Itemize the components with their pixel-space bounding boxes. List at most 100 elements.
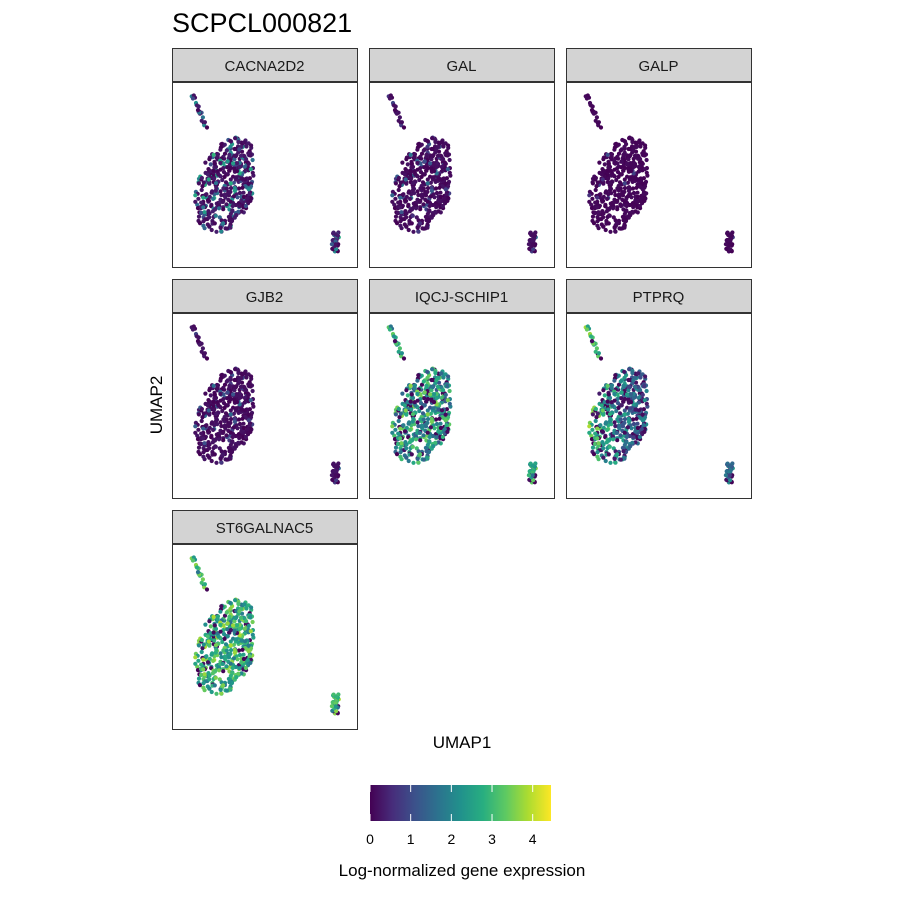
cell-point [432,161,437,166]
cell-point [247,192,252,197]
cell-point [630,209,635,214]
cell-point [612,189,617,194]
cell-point [631,421,637,427]
cell-point [599,403,604,408]
cell-point [237,652,243,658]
cell-point [195,108,201,113]
cell-point [622,199,627,204]
cell-point [447,157,452,163]
cell-point [587,430,592,435]
cell-point [619,396,624,401]
cell-point [430,202,435,208]
cell-point [396,441,401,446]
cell-point [218,622,223,628]
cell-point [236,209,241,214]
cell-point [412,383,417,388]
cell-point [595,436,600,441]
cell-point [200,346,205,351]
cell-point [234,213,239,218]
cell-point [227,168,232,173]
cell-point [224,226,229,231]
cell-point [411,416,416,421]
cell-point [625,161,630,166]
cell-point [242,140,247,145]
cell-point [598,356,604,361]
cell-point [419,174,424,179]
cell-point [636,164,641,169]
cell-point [199,418,204,424]
cell-point [211,630,216,635]
cell-point [228,442,233,447]
cell-point [436,176,441,181]
cell-point [630,370,635,376]
cell-point [416,373,421,378]
cell-point [642,153,647,158]
cell-point [728,463,733,468]
cell-point [445,398,450,403]
cell-point [226,655,232,660]
cell-point [595,219,600,224]
cell-point [424,455,429,460]
cell-point [205,403,210,408]
strip-background [566,279,752,313]
cell-point [403,177,408,182]
cell-point [238,153,244,158]
cell-point [209,458,214,464]
cell-point [605,383,610,388]
cell-point [398,219,403,224]
cell-point [247,654,252,659]
cell-point [205,634,210,639]
cell-point [212,176,217,181]
cell-point [425,144,430,149]
cell-point [440,203,445,209]
cell-point [626,419,632,424]
cell-point [415,225,420,230]
cell-point [601,425,606,430]
cell-point [412,152,417,157]
cell-point [190,327,195,332]
cell-point [425,177,430,182]
cell-point [250,632,255,637]
cell-point [238,615,244,620]
cell-point [210,209,215,214]
cell-point [204,125,210,130]
cell-points [386,324,538,485]
cell-point [619,159,624,164]
cell-point [415,391,420,397]
cell-point [233,616,238,621]
cell-point [235,195,240,200]
cell-point [607,213,612,218]
cell-point [627,202,633,208]
cell-point [236,139,241,145]
cell-point [224,648,229,653]
cell-point [227,614,232,619]
cell-point [429,398,434,403]
cell-point [207,157,212,162]
colorbar-tick-label: 2 [447,831,455,847]
cell-point [434,204,439,209]
cell-point [219,229,224,234]
cell-point [421,417,426,422]
cell-point [428,405,433,410]
cell-point [397,184,402,189]
cell-point [443,392,448,397]
cell-point [433,417,439,422]
cell-point [240,416,245,421]
cell-point [222,613,228,618]
cell-point [241,425,246,431]
cell-point [428,161,433,166]
cell-point [228,211,233,216]
cell-point [405,162,410,167]
cell-point [632,153,638,158]
cell-point [631,147,636,152]
cell-point [221,669,226,674]
cell-point [401,356,407,361]
cell-point [197,683,203,688]
cell-point [234,675,239,680]
cell-point [628,377,633,383]
cell-point [644,170,649,175]
cell-point [642,429,647,434]
cell-point [625,425,631,430]
cell-point [421,379,426,384]
cell-point [609,383,614,388]
